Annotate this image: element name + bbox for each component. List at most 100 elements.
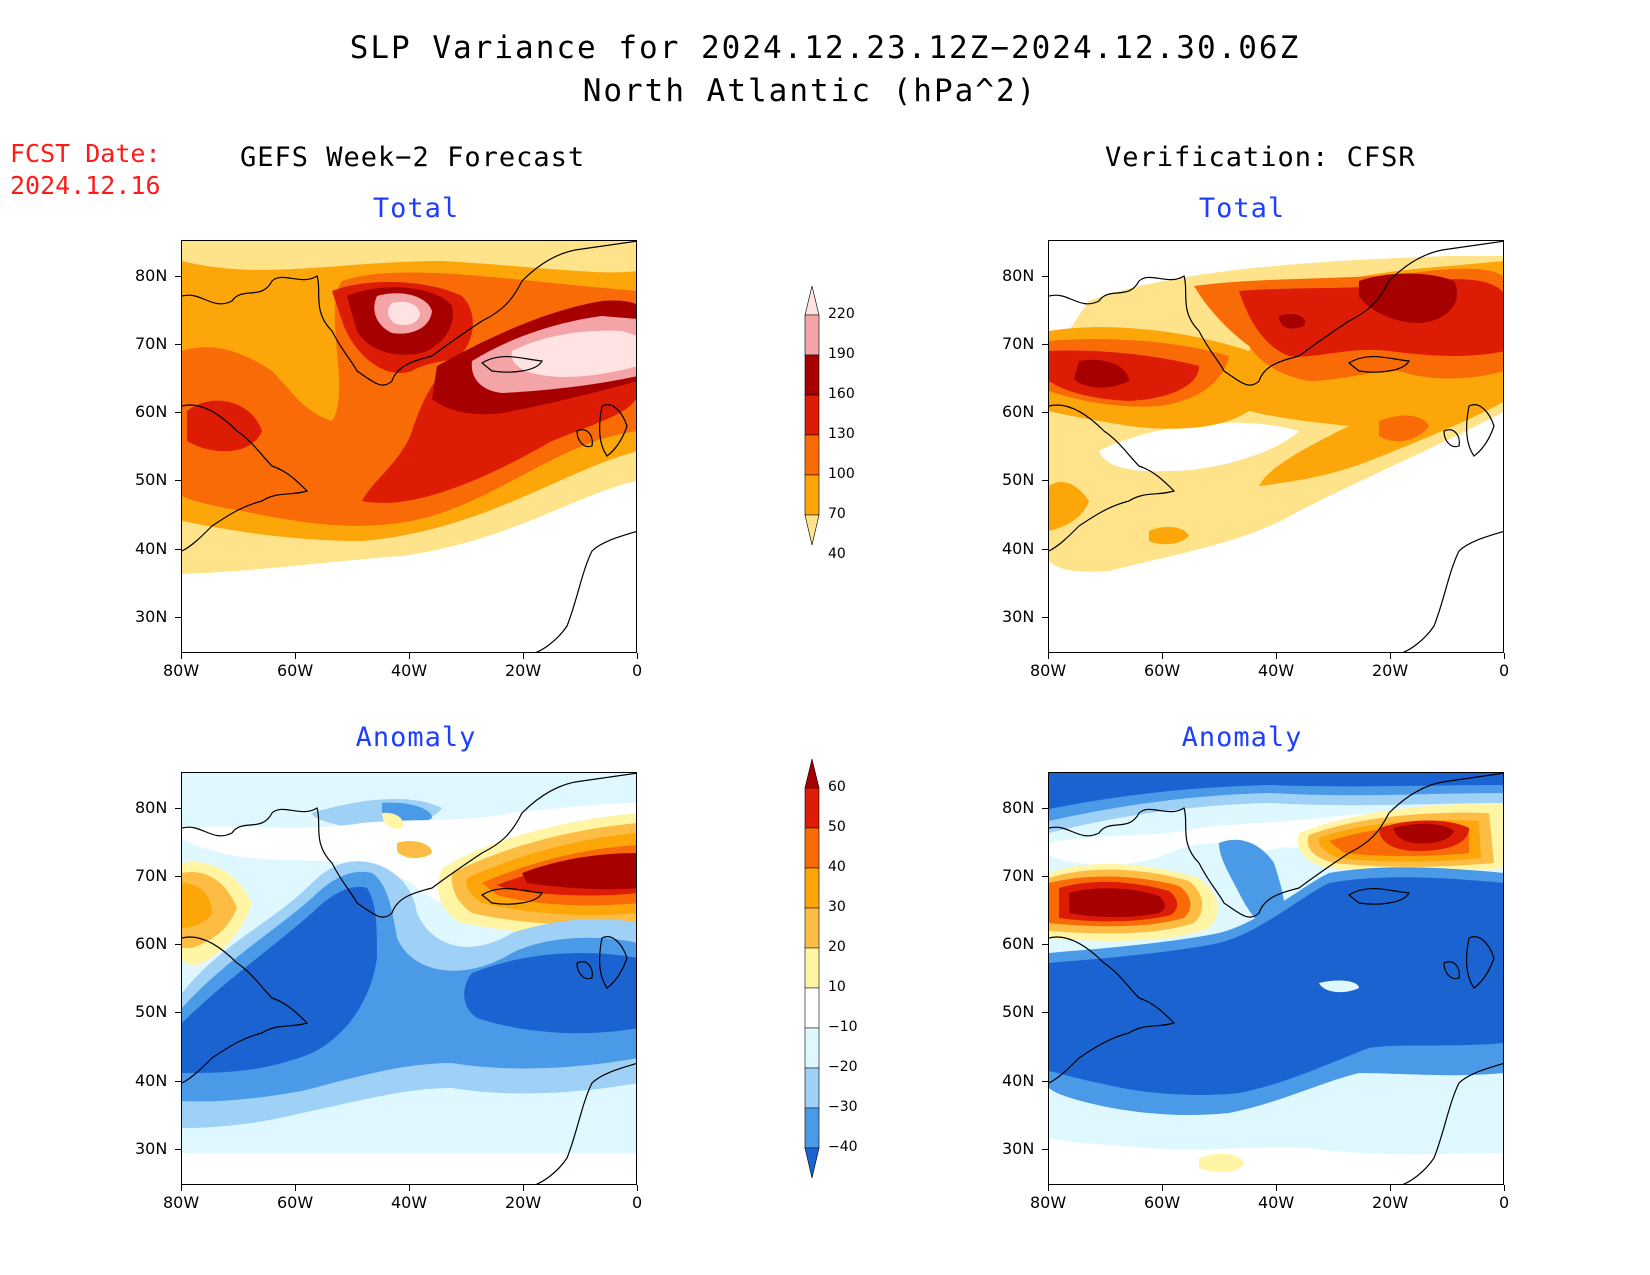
lat-tick-mark: [175, 549, 182, 550]
colorbar-segment: [804, 514, 820, 546]
lat-tick-label: 80N: [135, 266, 168, 285]
lon-tick-label: 40W: [1258, 661, 1295, 680]
lat-tick-mark: [175, 1081, 182, 1082]
lat-tick-mark: [1042, 549, 1049, 550]
lon-tick-label: 20W: [1372, 661, 1409, 680]
lat-tick-label: 80N: [1002, 798, 1035, 817]
right-column-title: Verification: CFSR: [1105, 142, 1416, 173]
total-colorbar-label: 160: [828, 386, 855, 402]
colorbar-segment: [804, 354, 820, 396]
lat-tick-mark: [1042, 876, 1049, 877]
anomaly-colorbar-label: −20: [828, 1059, 858, 1075]
lon-tick-mark: [1504, 1185, 1505, 1191]
lon-tick-label: 60W: [1144, 661, 1181, 680]
colorbar-segment: [804, 314, 820, 356]
lon-tick-mark: [181, 1185, 182, 1191]
lon-tick-label: 0: [632, 1193, 643, 1212]
lon-tick-label: 40W: [391, 1193, 428, 1212]
total-colorbar-label: 100: [828, 466, 855, 482]
lon-tick-label: 80W: [163, 1193, 200, 1212]
colorbar-segment: [804, 394, 820, 436]
lat-tick-label: 30N: [1002, 1139, 1035, 1158]
map-forecast-anomaly: [181, 772, 637, 1185]
lat-tick-mark: [175, 944, 182, 945]
total-colorbar-label: 40: [828, 546, 846, 562]
lat-tick-label: 70N: [135, 334, 168, 353]
verification-anomaly-field: [1049, 773, 1503, 1184]
lat-tick-label: 50N: [1002, 470, 1035, 489]
lat-tick-label: 60N: [1002, 934, 1035, 953]
lon-tick-mark: [409, 653, 410, 659]
colorbar-segment: [804, 1147, 820, 1179]
lat-tick-mark: [1042, 808, 1049, 809]
colorbar-segment: [804, 474, 820, 516]
colorbar-segment: [804, 434, 820, 476]
total-colorbar-label: 220: [828, 306, 855, 322]
lon-tick-label: 80W: [1030, 1193, 1067, 1212]
lon-tick-label: 80W: [1030, 661, 1067, 680]
colorbar-segment: [804, 827, 820, 869]
lat-tick-label: 50N: [1002, 1002, 1035, 1021]
lon-tick-mark: [181, 653, 182, 659]
lon-tick-mark: [295, 653, 296, 659]
lon-tick-label: 0: [632, 661, 643, 680]
total-colorbar-label: 190: [828, 346, 855, 362]
lat-tick-label: 50N: [135, 1002, 168, 1021]
anomaly-colorbar-label: 40: [828, 859, 846, 875]
lon-tick-mark: [295, 1185, 296, 1191]
lat-tick-mark: [175, 344, 182, 345]
lon-tick-label: 60W: [277, 661, 314, 680]
verification-total-field: [1049, 241, 1503, 652]
lat-tick-label: 40N: [135, 1071, 168, 1090]
lat-tick-mark: [1042, 412, 1049, 413]
lon-tick-label: 80W: [163, 661, 200, 680]
lon-tick-label: 20W: [505, 1193, 542, 1212]
lat-tick-mark: [175, 1012, 182, 1013]
colorbar-segment: [804, 758, 820, 789]
title-line-2: North Atlantic (hPa^2): [582, 73, 1038, 109]
lon-tick-mark: [1048, 653, 1049, 659]
lat-tick-mark: [175, 1149, 182, 1150]
lat-tick-label: 30N: [135, 1139, 168, 1158]
anomaly-colorbar-label: −30: [828, 1099, 858, 1115]
colorbar-segment: [804, 285, 820, 316]
lat-tick-mark: [175, 617, 182, 618]
lat-tick-mark: [1042, 276, 1049, 277]
anomaly-colorbar: [804, 758, 820, 1179]
lat-tick-label: 70N: [1002, 866, 1035, 885]
colorbar-segment: [804, 907, 820, 949]
lat-tick-mark: [1042, 480, 1049, 481]
lon-tick-label: 40W: [1258, 1193, 1295, 1212]
lon-tick-label: 20W: [1372, 1193, 1409, 1212]
anomaly-colorbar-label: −10: [828, 1019, 858, 1035]
forecast-anomaly-field: [182, 773, 636, 1184]
lon-tick-label: 0: [1499, 661, 1510, 680]
anomaly-colorbar-label: −40: [828, 1139, 858, 1155]
lat-tick-label: 80N: [1002, 266, 1035, 285]
anomaly-colorbar-label: 50: [828, 819, 846, 835]
lon-tick-mark: [1504, 653, 1505, 659]
anomaly-colorbar-label: 30: [828, 899, 846, 915]
map-verification-anomaly: [1048, 772, 1504, 1185]
lat-tick-mark: [1042, 1081, 1049, 1082]
lon-tick-mark: [637, 653, 638, 659]
fcst-date-value: 2024.12.16: [10, 171, 161, 200]
lat-tick-label: 60N: [135, 402, 168, 421]
lon-tick-mark: [1276, 1185, 1277, 1191]
fcst-date-label: FCST Date:: [10, 139, 161, 168]
anomaly-colorbar-label: 60: [828, 779, 846, 795]
lat-tick-label: 60N: [135, 934, 168, 953]
lat-tick-label: 40N: [1002, 1071, 1035, 1090]
lat-tick-label: 50N: [135, 470, 168, 489]
lon-tick-label: 0: [1499, 1193, 1510, 1212]
lon-tick-mark: [523, 1185, 524, 1191]
total-colorbar-label: 70: [828, 506, 846, 522]
panel-label-forecast-anomaly: Anomaly: [355, 722, 477, 753]
lat-tick-mark: [175, 276, 182, 277]
lon-tick-mark: [1162, 1185, 1163, 1191]
lat-tick-label: 60N: [1002, 402, 1035, 421]
colorbar-segment: [804, 867, 820, 909]
map-forecast-total: [181, 240, 637, 653]
panel-label-forecast-total: Total: [372, 193, 460, 224]
lat-tick-mark: [1042, 344, 1049, 345]
